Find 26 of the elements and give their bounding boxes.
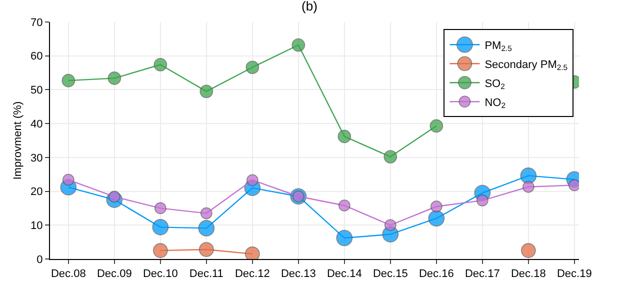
x-tick-label: Dec.16 (418, 268, 454, 280)
x-tick-label: Dec.14 (326, 268, 362, 280)
x-tick-label: Dec.15 (372, 268, 408, 280)
x-tick-label: Dec.09 (96, 268, 132, 280)
x-tick-label: Dec.13 (280, 268, 316, 280)
x-tick-label: Dec.11 (189, 268, 224, 280)
y-tick-label: 20 (30, 186, 43, 198)
y-tick-label: 30 (30, 152, 43, 164)
x-tick-label: Dec.17 (464, 268, 500, 280)
y-tick-label: 60 (30, 50, 43, 63)
y-tick-label: 10 (30, 220, 43, 232)
y-tick-label: 50 (30, 84, 43, 97)
x-tick-label: Dec.18 (510, 268, 546, 280)
legend-label: SO$_{2}$ (484, 78, 505, 92)
x-tick-label: Dec.19 (556, 268, 592, 280)
y-tick-label: 70 (30, 16, 43, 29)
y-tick-label: 40 (30, 118, 43, 130)
chart-title: (b) (302, 0, 318, 14)
y-axis-title: Improvment (%) (12, 101, 24, 180)
x-tick-label: Dec.10 (142, 268, 178, 280)
x-tick-label: Dec.12 (234, 268, 270, 280)
y-tick-label: 0 (36, 254, 43, 266)
x-tick-label: Dec.08 (50, 268, 86, 280)
legend-label: NO$_{2}$ (484, 96, 506, 110)
legend-label: PM$_{2.5}$ (484, 40, 512, 54)
legend-label: Secondary PM$_{2.5}$ (484, 58, 568, 72)
